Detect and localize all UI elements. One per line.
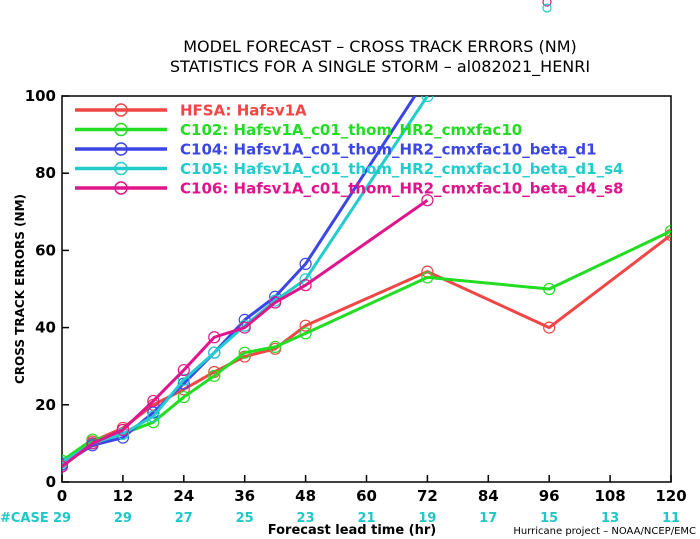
series-line xyxy=(62,229,671,463)
x-tick-label: 96 xyxy=(539,487,560,505)
series-layer xyxy=(62,96,671,473)
x-tick-label: 120 xyxy=(655,487,686,505)
case-count: 17 xyxy=(479,511,497,526)
x-tick-label: 84 xyxy=(478,487,499,505)
legend-marker xyxy=(114,103,128,117)
data-point xyxy=(208,331,221,344)
data-point xyxy=(177,373,190,386)
data-point xyxy=(543,282,556,296)
legend-label: C102: Hafsv1A_c01_thom_HR2_cmxfac10 xyxy=(180,121,522,139)
data-point xyxy=(238,321,251,334)
y-tick-label: 60 xyxy=(35,241,56,259)
data-point xyxy=(299,257,312,271)
legend-item: C106: Hafsv1A_c01_thom_HR2_cmxfac10_beta… xyxy=(75,180,623,198)
credit-text: Hurricane project – NOAA/NCEP/EMC xyxy=(513,526,696,537)
data-point xyxy=(238,346,251,359)
corner-marker-icon xyxy=(542,0,552,13)
case-count: 29 xyxy=(114,511,132,526)
data-point xyxy=(421,271,434,284)
series-0 xyxy=(62,228,671,471)
x-tick-label: 24 xyxy=(173,487,194,505)
x-tick-label: 108 xyxy=(594,487,625,505)
legend-item: C105: Hafsv1A_c01_thom_HR2_cmxfac10_beta… xyxy=(75,160,623,178)
data-point xyxy=(147,410,160,423)
data-point xyxy=(86,437,99,450)
data-point xyxy=(177,390,190,404)
legend-label: HFSA: Hafsv1A xyxy=(180,102,307,120)
legend-item: C104: Hafsv1A_c01_thom_HR2_cmxfac10_beta… xyxy=(75,141,597,159)
x-tick-label: 72 xyxy=(417,487,438,505)
y-tick-label: 100 xyxy=(25,87,56,105)
x-tick-label: 12 xyxy=(112,487,133,505)
case-counts: 29 29 27 25 23 21 19 17 15 13 11 xyxy=(53,511,680,526)
legend-marker xyxy=(114,122,128,137)
legend-marker xyxy=(114,142,128,156)
chart-subtitle: STATISTICS FOR A SINGLE STORM – al082021… xyxy=(170,57,590,77)
y-axis-label: CROSS TRACK ERRORS (NM) xyxy=(13,194,27,384)
y-tick-label: 0 xyxy=(46,473,56,491)
case-label: #CASE xyxy=(0,511,49,526)
data-point xyxy=(269,340,282,353)
x-tick-label: 0 xyxy=(57,487,67,505)
series-1 xyxy=(62,225,671,467)
data-point xyxy=(421,96,434,103)
data-point xyxy=(62,460,69,473)
legend-item: C102: Hafsv1A_c01_thom_HR2_cmxfac10 xyxy=(75,121,522,139)
series-line xyxy=(62,233,671,466)
case-count: 23 xyxy=(297,511,315,526)
case-count: 27 xyxy=(175,511,193,526)
data-point xyxy=(299,319,312,332)
data-point xyxy=(543,321,556,334)
data-point xyxy=(664,225,671,238)
legend-label: C106: Hafsv1A_c01_thom_HR2_cmxfac10_beta… xyxy=(180,180,623,198)
series-line xyxy=(62,198,429,468)
chart-title: MODEL FORECAST – CROSS TRACK ERRORS (NM) xyxy=(183,37,577,56)
data-point xyxy=(299,279,312,292)
case-count: 25 xyxy=(236,511,254,526)
series-line xyxy=(62,96,429,464)
case-count: 15 xyxy=(540,511,558,526)
data-point xyxy=(208,346,221,359)
y-tick-label: 40 xyxy=(35,319,56,337)
x-tick-label: 48 xyxy=(295,487,316,505)
data-point xyxy=(116,423,130,436)
data-point xyxy=(421,194,434,207)
data-point xyxy=(208,369,221,382)
case-count: 19 xyxy=(418,511,436,526)
data-point xyxy=(299,327,312,340)
case-count: 29 xyxy=(53,511,71,526)
legend-label: C105: Hafsv1A_c01_thom_HR2_cmxfac10_beta… xyxy=(180,160,623,178)
data-point xyxy=(269,296,282,309)
x-tick-label: 36 xyxy=(234,487,255,505)
legend-marker xyxy=(114,181,128,195)
legend-marker xyxy=(114,161,128,176)
case-count: 13 xyxy=(601,511,619,526)
data-point xyxy=(177,363,190,377)
legend-item: HFSA: Hafsv1A xyxy=(75,102,307,120)
x-axis-label: Forecast lead time (hr) xyxy=(268,523,436,538)
data-point xyxy=(147,394,160,408)
y-tick-label: 80 xyxy=(35,164,56,182)
series-4 xyxy=(62,194,434,473)
legend-label: C104: Hafsv1A_c01_thom_HR2_cmxfac10_beta… xyxy=(180,141,597,159)
x-tick-label: 60 xyxy=(356,487,377,505)
case-count: 21 xyxy=(357,511,375,526)
y-axis: 0 20 40 60 80 100 xyxy=(25,87,69,491)
case-count: 11 xyxy=(662,511,680,526)
y-tick-label: 20 xyxy=(35,396,56,414)
x-axis: 0 12 24 36 48 60 72 84 96 108 120 xyxy=(57,475,687,505)
